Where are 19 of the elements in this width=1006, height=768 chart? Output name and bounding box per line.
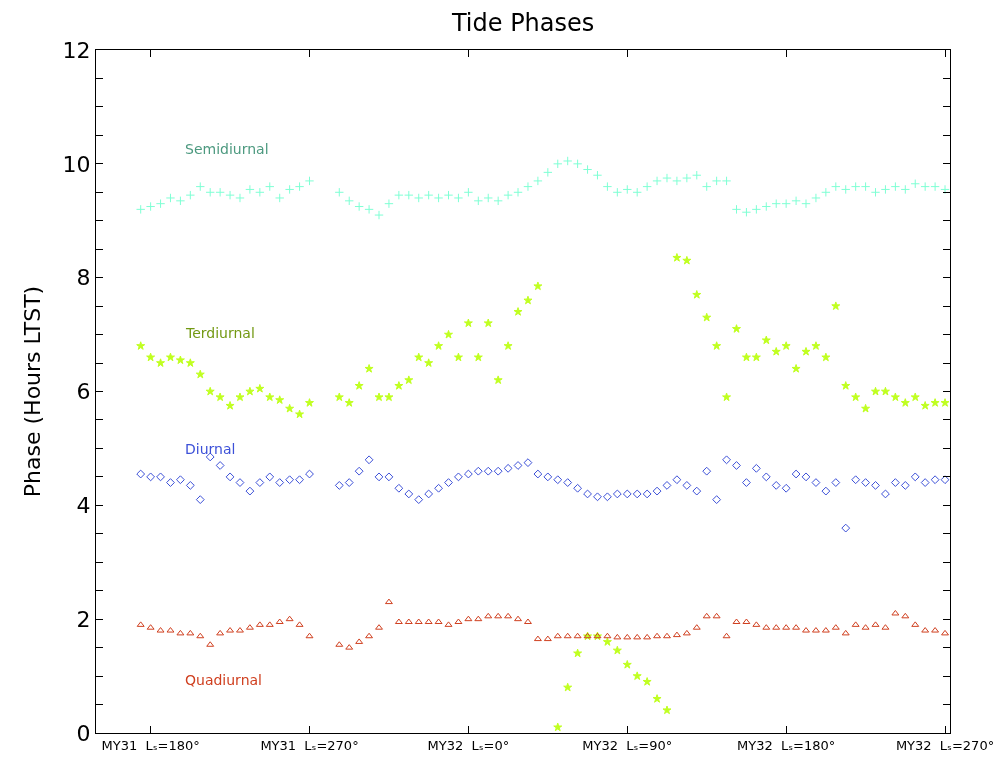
- x-tick-label: MY32 Lₛ=180°: [737, 737, 836, 753]
- y-tick-label: 2: [76, 606, 91, 632]
- x-tick-label: MY31 Lₛ=270°: [260, 737, 359, 753]
- y-tick-label: 4: [76, 493, 91, 519]
- series-label: Diurnal: [185, 441, 236, 457]
- series-label: Terdiurnal: [185, 325, 255, 341]
- x-tick-label: MY31 Lₛ=180°: [101, 737, 200, 753]
- x-tick-label: MY32 Lₛ=0°: [427, 737, 510, 753]
- y-tick-label: 8: [76, 265, 91, 291]
- chart-title: Tide Phases: [450, 9, 595, 38]
- x-tick-label: MY32 Lₛ=90°: [582, 737, 673, 753]
- y-tick-label: 10: [62, 151, 91, 177]
- y-tick-label: 0: [76, 720, 91, 746]
- y-axis-title: Phase (Hours LTST): [20, 285, 46, 498]
- text: Quadiurnal: [185, 672, 262, 688]
- y-tick-label: 12: [62, 37, 91, 63]
- series-label: Semidiurnal: [185, 141, 269, 157]
- y-tick-label: 6: [76, 379, 91, 405]
- x-tick-label: MY32 Lₛ=270°: [895, 737, 995, 753]
